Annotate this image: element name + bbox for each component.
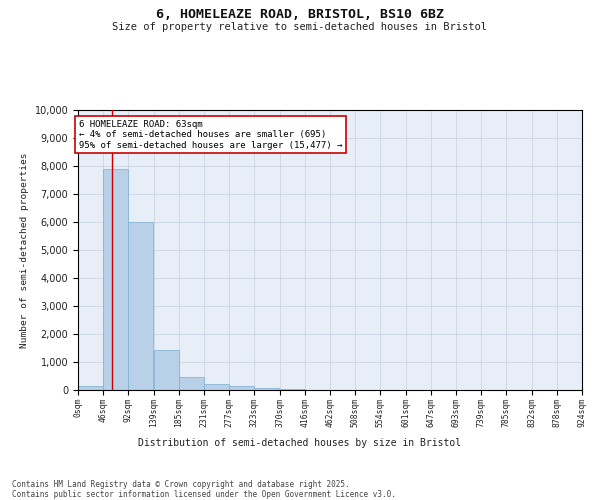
Bar (103, 169, 128, 390)
Text: 6, HOMELEAZE ROAD, BRISTOL, BS10 6BZ: 6, HOMELEAZE ROAD, BRISTOL, BS10 6BZ (156, 8, 444, 20)
Bar (179, 376, 204, 390)
Bar (204, 384, 229, 390)
Y-axis label: Number of semi-detached properties: Number of semi-detached properties (20, 152, 29, 348)
Text: Size of property relative to semi-detached houses in Bristol: Size of property relative to semi-detach… (113, 22, 487, 32)
Text: Contains HM Land Registry data © Crown copyright and database right 2025.
Contai: Contains HM Land Registry data © Crown c… (12, 480, 396, 499)
Bar (254, 388, 279, 390)
Bar (78, 386, 103, 390)
Bar (229, 386, 254, 390)
Text: Distribution of semi-detached houses by size in Bristol: Distribution of semi-detached houses by … (139, 438, 461, 448)
Text: 6 HOMELEAZE ROAD: 63sqm
← 4% of semi-detached houses are smaller (695)
95% of se: 6 HOMELEAZE ROAD: 63sqm ← 4% of semi-det… (79, 120, 343, 150)
Bar (154, 350, 179, 390)
Bar (128, 222, 153, 390)
Bar (280, 388, 305, 390)
